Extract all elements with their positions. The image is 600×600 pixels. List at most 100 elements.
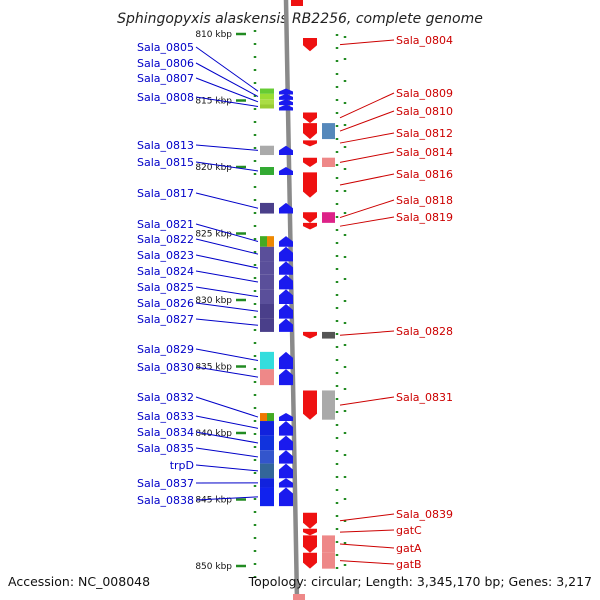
gene-label-Sala_0821: Sala_0821 <box>137 218 194 231</box>
gene-label-gatB: gatB <box>396 558 422 571</box>
label-leader-line <box>339 330 395 336</box>
gene-block <box>322 535 335 553</box>
gene-block <box>260 289 274 304</box>
gene-label-Sala_0824: Sala_0824 <box>137 265 194 278</box>
gene-block <box>260 93 274 100</box>
gene-arrow <box>303 212 317 223</box>
gene-arrow <box>279 421 293 436</box>
plus-strand-track <box>303 37 335 569</box>
gene-block <box>260 421 274 436</box>
label-leader-line <box>195 238 259 255</box>
gene-block <box>260 318 274 332</box>
gene-label-Sala_0819: Sala_0819 <box>396 211 453 224</box>
gene-label-Sala_0816: Sala_0816 <box>396 168 453 181</box>
map-title: Sphingopyxis alaskensis RB2256, complete… <box>117 11 483 27</box>
ruler-tick-label: 840 kbp <box>195 429 232 439</box>
gene-arrow <box>303 512 317 529</box>
gene-label-Sala_0815: Sala_0815 <box>137 156 194 169</box>
gene-label-Sala_0833: Sala_0833 <box>137 410 194 423</box>
gene-block <box>260 145 274 156</box>
gene-arrow <box>279 246 293 262</box>
gene-label-Sala_0838: Sala_0838 <box>137 494 194 507</box>
gene-block <box>260 236 267 247</box>
gene-arrow <box>279 93 293 100</box>
gene-block <box>260 88 274 94</box>
gene-label-Sala_0814: Sala_0814 <box>396 146 453 159</box>
gene-block <box>260 274 274 290</box>
gene-arrow <box>279 303 293 319</box>
gene-arrow <box>279 236 293 247</box>
gene-arrow <box>279 167 293 175</box>
gene-arrow <box>303 140 317 147</box>
gene-arrow <box>279 450 293 464</box>
backbone-bottom-segment <box>293 594 305 600</box>
label-leader-line <box>195 77 259 103</box>
backbone-top-segment <box>291 0 303 6</box>
gene-label-Sala_0822: Sala_0822 <box>137 233 194 246</box>
label-leader-line <box>339 110 395 132</box>
gene-label-Sala_0831: Sala_0831 <box>396 391 453 404</box>
label-leader-line <box>339 39 395 46</box>
gene-block <box>260 104 274 109</box>
gene-block <box>260 435 274 451</box>
label-leader-line <box>195 62 259 97</box>
ruler-tick-label: 825 kbp <box>195 230 232 240</box>
ruler-tick-label: 830 kbp <box>195 296 232 306</box>
gene-label-gatA: gatA <box>396 542 422 555</box>
label-leader-line <box>195 144 259 151</box>
label-leader-line <box>195 270 259 283</box>
label-leader-line <box>195 318 259 326</box>
gene-arrow <box>279 289 293 304</box>
gene-block <box>322 157 335 167</box>
gene-block <box>267 236 274 247</box>
gene-label-Sala_0832: Sala_0832 <box>137 391 194 404</box>
gene-arrow <box>279 487 293 507</box>
label-leader-line <box>195 302 259 312</box>
ruler-layer: 810 kbp 815 kbp 820 kbp 825 kbp 830 kbp 835 k… <box>195 30 347 580</box>
gene-block <box>322 331 335 339</box>
ruler-tick-label: 815 kbp <box>195 97 232 107</box>
gene-block <box>260 487 274 507</box>
gene-label-layer: Sala_0805 Sala_0806 Sala_0807 Sala_0808 Sala… <box>137 34 453 571</box>
gene-arrow <box>279 202 293 214</box>
gene-label-Sala_0835: Sala_0835 <box>137 442 194 455</box>
gene-block <box>322 212 335 223</box>
gene-block <box>260 463 274 479</box>
gene-label-Sala_0805: Sala_0805 <box>137 41 194 54</box>
ruler-tick-label: 820 kbp <box>195 163 232 173</box>
label-leader-line <box>339 132 395 144</box>
gene-arrow <box>279 104 293 111</box>
gene-block <box>260 202 274 214</box>
gene-arrow <box>303 552 317 569</box>
gene-label-Sala_0826: Sala_0826 <box>137 297 194 310</box>
label-leader-line <box>195 223 259 242</box>
label-leader-line <box>195 161 259 172</box>
gene-block <box>260 413 267 422</box>
gene-label-Sala_0809: Sala_0809 <box>396 87 453 100</box>
ruler-tick-label: 810 kbp <box>195 30 232 40</box>
gene-block <box>260 303 274 319</box>
gene-block <box>322 552 335 569</box>
label-leader-line <box>339 543 395 549</box>
gene-arrow <box>279 88 293 95</box>
gene-label-Sala_0837: Sala_0837 <box>137 477 194 490</box>
gene-label-Sala_0806: Sala_0806 <box>137 57 194 70</box>
gene-label-Sala_0829: Sala_0829 <box>137 343 194 356</box>
gene-block <box>260 478 274 488</box>
gene-label-Sala_0839: Sala_0839 <box>396 508 453 521</box>
topology-text: Topology: circular; Length: 3,345,170 bp… <box>248 574 592 589</box>
label-leader-line <box>339 216 395 227</box>
gene-block <box>260 167 274 175</box>
gene-arrow <box>279 463 293 479</box>
gene-block <box>260 246 274 262</box>
gene-label-Sala_0828: Sala_0828 <box>396 325 453 338</box>
label-leader-line <box>339 199 395 219</box>
gene-arrow <box>303 157 317 167</box>
label-leader-line <box>339 396 395 406</box>
gene-label-Sala_0817: Sala_0817 <box>137 187 194 200</box>
gene-arrow <box>279 318 293 332</box>
label-leader-line <box>195 431 259 444</box>
gene-label-trpD: trpD <box>170 459 194 472</box>
gene-label-Sala_0825: Sala_0825 <box>137 281 194 294</box>
